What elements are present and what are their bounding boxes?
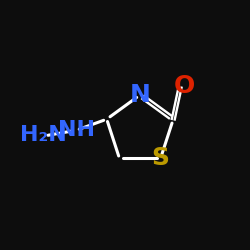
Text: O: O (174, 74, 195, 98)
Text: NH: NH (58, 120, 95, 140)
Text: N: N (130, 83, 150, 107)
Text: S: S (152, 146, 170, 170)
Text: H₂N: H₂N (20, 125, 66, 145)
